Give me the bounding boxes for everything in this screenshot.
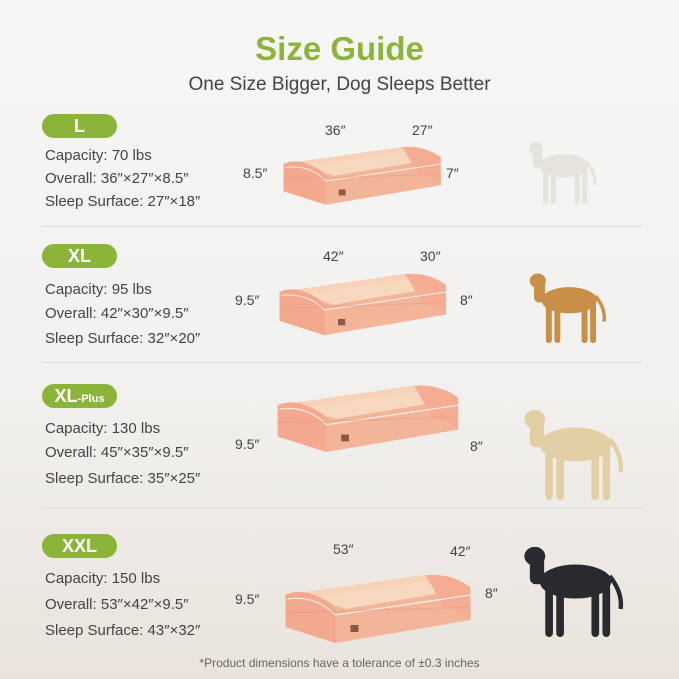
height-front-dim: 8″ [470,438,483,454]
bed-image [284,574,472,644]
page-subtitle: One Size Bigger, Dog Sleeps Better [188,74,491,95]
bed-image [278,273,447,336]
size-badge: XL [42,244,117,268]
sleep-surface-text: Sleep Surface: 27″×18″ [45,193,201,210]
bed-image [282,146,442,206]
sleep-surface-text: Sleep Surface: 35″×25″ [45,470,201,487]
length-dim: 42″ [323,248,344,264]
capacity-text: Capacity: 70 lbs [45,147,152,164]
overall-text: Overall: 36″×27″×8.5″ [45,170,189,187]
tolerance-footnote: *Product dimensions have a tolerance of … [199,656,480,670]
width-dim: 42″ [450,543,471,559]
overall-text: Overall: 53″×42″×9.5″ [45,596,189,613]
labrador-image [515,385,625,515]
height-back-dim: 9.5″ [235,292,260,308]
height-back-dim: 8.5″ [243,165,268,181]
height-front-dim: 7″ [446,165,459,181]
doberman-image [515,522,625,652]
height-back-dim: 9.5″ [235,591,260,607]
divider [42,507,642,508]
height-back-dim: 9.5″ [235,436,260,452]
size-badge: XL-Plus [42,384,117,408]
capacity-text: Capacity: 150 lbs [45,570,161,587]
overall-text: Overall: 45″×35″×9.5″ [45,444,189,461]
badge-suffix: -Plus [77,393,105,405]
height-front-dim: 8″ [485,585,498,601]
bed-image [277,384,459,453]
height-front-dim: 8″ [460,292,473,308]
width-dim: 27″ [412,122,433,138]
size-badge: XXL [42,534,117,558]
divider [42,362,642,363]
length-dim: 36″ [325,122,346,138]
sleep-surface-text: Sleep Surface: 43″×32″ [45,622,201,639]
page-title: Size Guide [255,30,424,67]
length-dim: 53″ [333,541,354,557]
overall-text: Overall: 42″×30″×9.5″ [45,305,189,322]
divider [42,226,642,227]
golden-retriever-image [528,271,607,345]
bulldog-image [527,140,597,206]
width-dim: 30″ [420,248,441,264]
size-badge: L [42,114,117,138]
badge-label: XL [54,386,78,406]
sleep-surface-text: Sleep Surface: 32″×20″ [45,330,201,347]
capacity-text: Capacity: 130 lbs [45,420,161,437]
capacity-text: Capacity: 95 lbs [45,281,152,298]
